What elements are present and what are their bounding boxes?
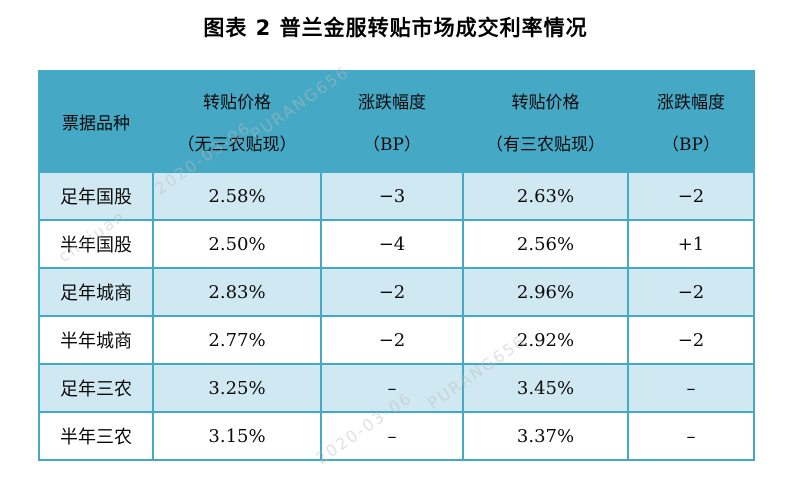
row-label-cell: 半年国股 [38, 219, 154, 269]
value-cell: – [320, 411, 464, 461]
table-header: 票据品种 转贴价格 （无三农贴现） 涨跌幅度 （BP） 转贴价格 （有三农贴现） 涨跌幅度 （B… [38, 70, 755, 173]
value-cell: +1 [627, 219, 755, 269]
header-line1: 转贴价格 [511, 93, 580, 114]
value-cell: −2 [627, 315, 755, 365]
column-header-lines: 涨跌幅度 （BP） [322, 72, 462, 171]
header-line2: （BP） [363, 134, 421, 155]
value-cell: – [627, 411, 755, 461]
header-line1: 票据品种 [62, 114, 130, 134]
column-header-bill-type: 票据品种 [38, 70, 154, 173]
column-header-lines: 票据品种 [40, 72, 152, 171]
table-body: 足年国股 2.58% −3 2.63% −2 半年国股 2.50% −4 2.56% +1 足年城商… [38, 171, 755, 461]
value-cell: 3.25% [152, 363, 322, 413]
value-cell: −2 [320, 267, 464, 317]
value-cell: – [320, 363, 464, 413]
column-header-lines: 转贴价格 （有三农贴现） [464, 72, 627, 171]
row-label-cell: 半年三农 [38, 411, 154, 461]
value-cell: 2.92% [462, 315, 629, 365]
value-cell: −2 [627, 171, 755, 221]
value-cell: 3.45% [462, 363, 629, 413]
value-cell: 2.56% [462, 219, 629, 269]
row-label-cell: 半年城商 [38, 315, 154, 365]
value-cell: 2.83% [152, 267, 322, 317]
header-line2: （有三农贴现） [486, 134, 605, 155]
value-cell: 2.77% [152, 315, 322, 365]
header-line1: 涨跌幅度 [657, 93, 725, 114]
value-cell: 3.37% [462, 411, 629, 461]
header-line2: （无三农贴现） [177, 134, 297, 155]
value-cell: −4 [320, 219, 464, 269]
row-label-cell: 足年国股 [38, 171, 154, 221]
column-header-lines: 涨跌幅度 （BP） [629, 72, 753, 171]
header-row: 票据品种 转贴价格 （无三农贴现） 涨跌幅度 （BP） 转贴价格 （有三农贴现） 涨跌幅度 （B… [38, 70, 755, 173]
table-row: 足年城商 2.83% −2 2.96% −2 [38, 267, 755, 317]
value-cell: – [627, 363, 755, 413]
column-header-price-no-sannong: 转贴价格 （无三农贴现） [152, 70, 322, 173]
value-cell: −2 [627, 267, 755, 317]
value-cell: −3 [320, 171, 464, 221]
value-cell: 3.15% [152, 411, 322, 461]
figure-title: 图表 2 普兰金服转贴市场成交利率情况 [203, 16, 588, 40]
table-row: 半年国股 2.50% −4 2.56% +1 [38, 219, 755, 269]
table-row: 足年三农 3.25% –3.45% – [38, 363, 755, 413]
row-label-cell: 足年城商 [38, 267, 154, 317]
value-cell: 2.58% [152, 171, 322, 221]
column-header-change-bp-no: 涨跌幅度 （BP） [320, 70, 464, 173]
value-cell: 2.63% [462, 171, 629, 221]
value-cell: 2.50% [152, 219, 322, 269]
table-row: 足年国股 2.58% −3 2.63% −2 [38, 171, 755, 221]
table-row: 半年三农 3.15% –3.37% – [38, 411, 755, 461]
header-line2: （BP） [662, 134, 720, 155]
header-line1: 涨跌幅度 [358, 93, 426, 114]
header-line1: 转贴价格 [203, 93, 271, 114]
value-cell: 2.96% [462, 267, 629, 317]
row-label-cell: 足年三农 [38, 363, 154, 413]
column-header-change-bp-with: 涨跌幅度 （BP） [627, 70, 755, 173]
column-header-lines: 转贴价格 （无三农贴现） [154, 72, 320, 171]
rates-table: 票据品种 转贴价格 （无三农贴现） 涨跌幅度 （BP） 转贴价格 （有三农贴现） 涨跌幅度 （B… [38, 70, 755, 461]
value-cell: −2 [320, 315, 464, 365]
column-header-price-with-sannong: 转贴价格 （有三农贴现） [462, 70, 629, 173]
table-row: 半年城商 2.77% −2 2.92% −2 [38, 315, 755, 365]
